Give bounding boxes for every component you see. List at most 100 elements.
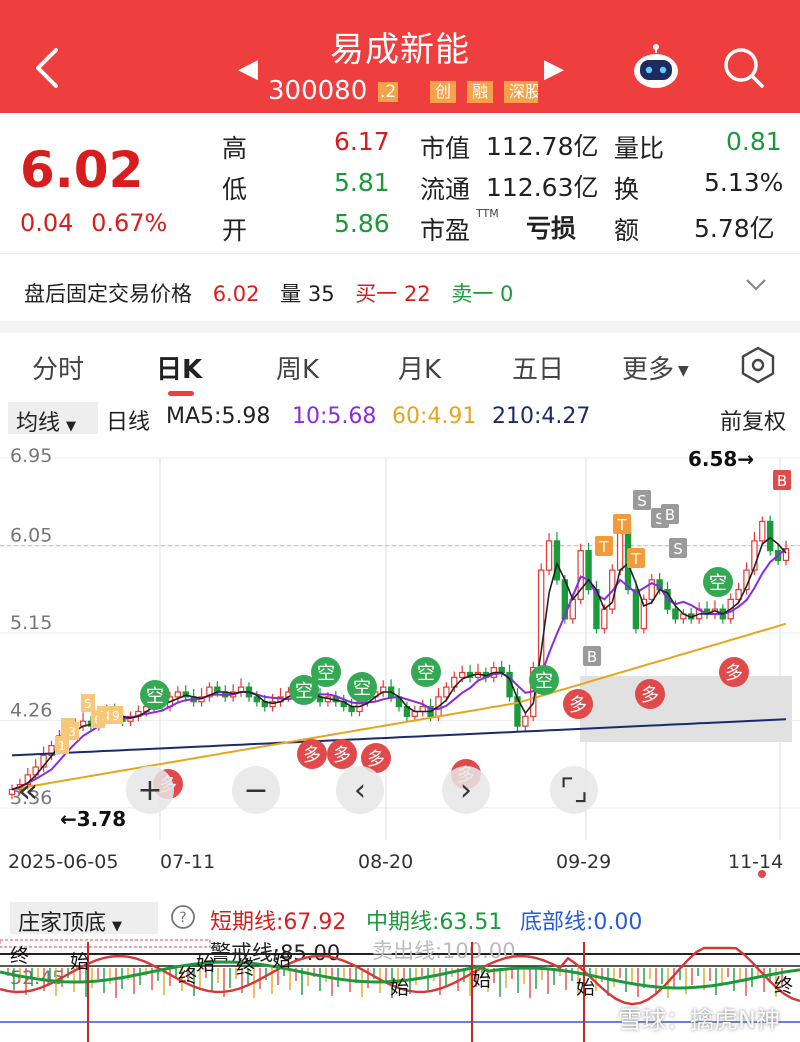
- ma-dropdown-label: 均线: [16, 411, 61, 436]
- count-badge-text: 9: [112, 709, 120, 723]
- high-value: 6.17: [334, 127, 390, 156]
- post-market-buy: 22: [403, 282, 431, 306]
- indicator-mark: 始: [576, 977, 595, 999]
- indicator-dropdown[interactable]: 庄家顶底 ▼: [10, 902, 158, 936]
- signal-kong-badge: [347, 672, 377, 702]
- candle-body: [632, 589, 640, 630]
- signal-duo-badge: [719, 657, 749, 687]
- candle-body: [174, 691, 182, 698]
- back-chevron-icon[interactable]: [30, 44, 66, 92]
- zoom-out-icon-bg[interactable]: [232, 766, 280, 814]
- count-badge: [109, 706, 123, 724]
- chevron-left-icon[interactable]: ‹: [354, 773, 366, 808]
- indicator-mark: 终: [10, 945, 29, 967]
- ma10-value: 10:5.68: [292, 404, 377, 429]
- mcap-value: 112.78亿: [486, 132, 599, 161]
- candle-body: [601, 608, 608, 630]
- signal-duo-badge-text: 多: [367, 749, 385, 770]
- signal-kong-badge-text: 空: [317, 663, 335, 684]
- signal-b-badge-text: B: [777, 472, 787, 490]
- candle-body: [672, 608, 679, 620]
- chevron-left-icon-bg[interactable]: [336, 766, 384, 814]
- signal-duo-badge: [635, 679, 665, 709]
- indicator-mark: 始: [70, 951, 89, 973]
- post-market-sell: 0: [500, 282, 514, 306]
- signal-duo-badge-text: 多: [333, 745, 351, 766]
- tab-intraday[interactable]: 分时: [32, 355, 85, 385]
- stock-code-suffix: .2: [378, 82, 399, 102]
- amount-value: 5.78亿: [694, 214, 775, 243]
- signal-s-badge-text: S: [655, 510, 665, 528]
- adjust-mode[interactable]: 前复权: [720, 410, 787, 435]
- search-icon[interactable]: [720, 44, 766, 90]
- triangle-left-icon[interactable]: ◀: [238, 54, 258, 84]
- zoom-in-icon-bg[interactable]: [126, 766, 174, 814]
- y-tick-label: 3.36: [10, 787, 52, 809]
- triangle-right-icon[interactable]: ▶: [544, 54, 564, 84]
- candle-body: [648, 579, 655, 600]
- stock-code: 300080: [268, 76, 368, 106]
- signal-duo-badge-text: 多: [725, 663, 743, 684]
- fullscreen-icon[interactable]: ⌜⌟: [560, 773, 588, 808]
- post-market-buy-label: 买一: [355, 282, 398, 306]
- caret-down-icon: ▼: [678, 362, 689, 379]
- pe-value: 亏损: [526, 214, 577, 243]
- tab-five-day[interactable]: 五日: [512, 355, 565, 385]
- candle-body: [206, 686, 213, 698]
- candle-body: [751, 540, 758, 571]
- tab-daily-k[interactable]: 日K: [156, 355, 203, 385]
- turnover-value: 5.13%: [704, 168, 784, 197]
- signal-duo-badge-text: 多: [641, 685, 659, 706]
- tab-monthly-k[interactable]: 月K: [398, 355, 442, 385]
- caret-down-icon: ▼: [112, 919, 123, 934]
- signal-duo-badge: [563, 689, 593, 719]
- signal-duo-badge: [361, 743, 391, 773]
- stock-header: ◀ ▶ 易成新能 300080 .2 创 融 深股: [0, 0, 800, 113]
- signal-s-badge-text: S: [637, 492, 647, 510]
- ma5-line: [11, 536, 787, 791]
- indicator-mark: 终: [774, 975, 793, 997]
- zoom-out-icon[interactable]: −: [243, 773, 268, 808]
- post-market-row[interactable]: 盘后固定交易价格 6.02 量 35 买一 22 卖一 0: [0, 253, 800, 321]
- indicator-mark: 终: [236, 957, 255, 979]
- robot-assistant-icon[interactable]: [630, 44, 682, 90]
- chevron-right-icon[interactable]: ›: [460, 773, 472, 808]
- post-market-price: 6.02: [212, 282, 260, 306]
- settings-hexagon-icon[interactable]: [738, 345, 778, 385]
- fullscreen-icon-bg[interactable]: [550, 766, 598, 814]
- candle-body: [767, 520, 774, 552]
- tab-weekly-k[interactable]: 周K: [276, 355, 320, 385]
- signal-kong-badge-text: 空: [146, 686, 164, 707]
- top-zone-box: [0, 939, 211, 948]
- x-tick-label: 2025-06-05: [8, 851, 118, 873]
- help-circle-icon[interactable]: ?: [170, 904, 196, 936]
- svg-text:?: ?: [179, 910, 186, 926]
- pressure-zone: [580, 676, 792, 742]
- candle-body: [616, 530, 624, 571]
- signal-s-badge-text: S: [673, 540, 683, 558]
- ma60-line: [11, 622, 787, 791]
- kline-chart[interactable]: 6.95 6.05 5.15 4.26 3.36 2025-06-05 07-11 08-20…: [0, 440, 800, 880]
- ma5-value: MA5:5.98: [166, 404, 271, 429]
- mid-line-value: 中期线:63.51: [366, 910, 503, 935]
- signal-kong-badge: [140, 680, 170, 710]
- post-market-label: 盘后固定交易价格: [24, 282, 192, 306]
- zoom-in-icon[interactable]: +: [137, 773, 162, 808]
- candle-body: [458, 671, 466, 678]
- ma-dropdown[interactable]: 均线 ▼: [8, 402, 98, 436]
- chevron-down-icon[interactable]: [742, 270, 770, 305]
- signal-kong-badge: [411, 657, 441, 687]
- chevron-right-icon-bg[interactable]: [442, 766, 490, 814]
- indicator-mark: 始: [390, 977, 409, 999]
- signal-kong-badge: [703, 567, 733, 597]
- collapse-left-icon[interactable]: «: [18, 771, 39, 811]
- signal-kong-badge: [529, 665, 559, 695]
- candle-body: [253, 696, 261, 703]
- indicator-dropdown-label: 庄家顶底: [18, 911, 107, 936]
- last-price: 6.02: [20, 141, 144, 199]
- latest-dot: [758, 870, 766, 878]
- tab-more[interactable]: 更多 ▼: [622, 349, 689, 386]
- x-tick-label: 07-11: [160, 851, 215, 873]
- x-tick-label: 09-29: [556, 851, 611, 873]
- period-label: 日线: [106, 410, 151, 435]
